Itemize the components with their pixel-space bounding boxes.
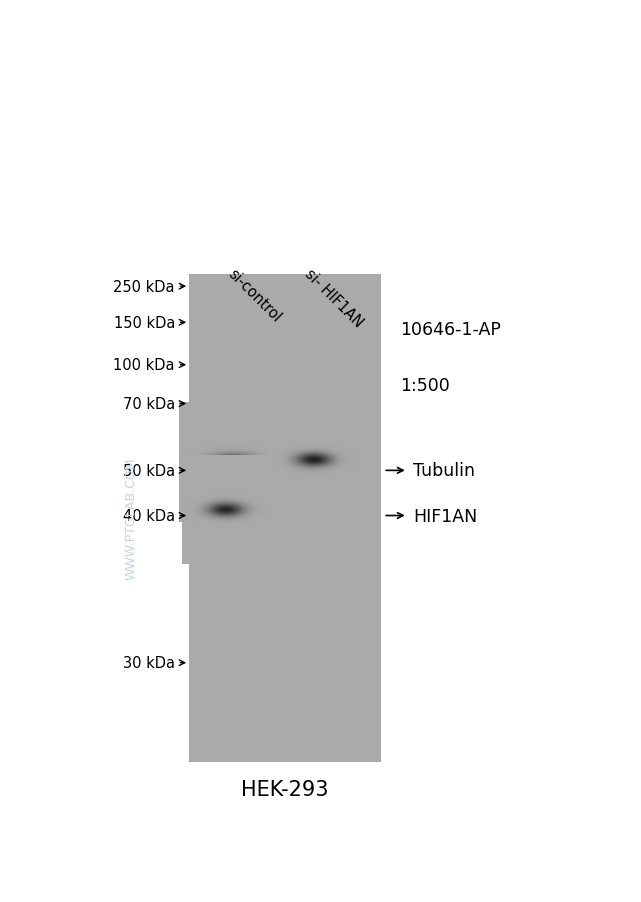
Text: 10646-1-AP: 10646-1-AP	[401, 320, 501, 338]
Text: 150 kDa: 150 kDa	[113, 316, 175, 330]
Text: 50 kDa: 50 kDa	[123, 464, 175, 478]
Text: HIF1AN: HIF1AN	[413, 507, 478, 525]
Text: HEK-293: HEK-293	[242, 779, 329, 799]
Text: 40 kDa: 40 kDa	[123, 509, 175, 523]
Text: si- HIF1AN: si- HIF1AN	[302, 266, 366, 330]
Text: Tubulin: Tubulin	[413, 462, 476, 480]
Text: 1:500: 1:500	[401, 376, 451, 394]
Text: si-control: si-control	[225, 266, 284, 325]
Text: 250 kDa: 250 kDa	[113, 280, 175, 294]
Text: WWW.PTGLAB.COM: WWW.PTGLAB.COM	[125, 457, 138, 580]
Text: 30 kDa: 30 kDa	[123, 656, 175, 670]
Text: 100 kDa: 100 kDa	[113, 358, 175, 373]
Bar	[189, 275, 381, 762]
Text: 70 kDa: 70 kDa	[122, 397, 175, 411]
